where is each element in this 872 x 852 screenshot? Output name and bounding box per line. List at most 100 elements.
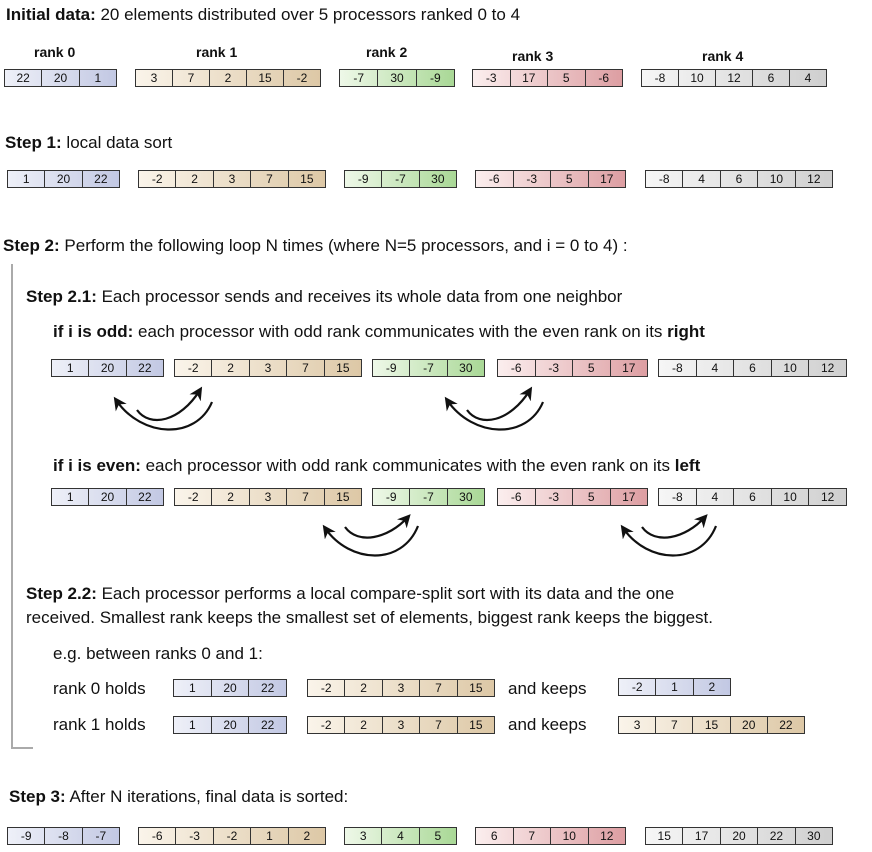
array-cell: -3 (514, 171, 551, 187)
array-cell: 7 (173, 70, 210, 86)
array-cell: 5 (551, 171, 589, 187)
step3-heading: Step 3: After N iterations, final data i… (9, 787, 348, 807)
array-cell: 5 (573, 489, 611, 505)
example-rank1-own-array: -2 2 3 7 15 (307, 716, 495, 734)
array-cell: -2 (619, 679, 657, 695)
array-cell: 12 (807, 172, 821, 186)
array-cell: 22 (5, 70, 43, 86)
array-cell: 7 (420, 717, 458, 733)
array-cell: 15 (336, 490, 350, 504)
odd-array-rank-0: 1 20 22 (51, 359, 164, 377)
array-cell: 5 (548, 70, 586, 86)
array-cell: 1 (52, 489, 90, 505)
array-cell: -3 (536, 360, 573, 376)
odd-emph: right (667, 322, 705, 341)
array-cell: 7 (420, 680, 458, 696)
array-cell: 3 (345, 828, 383, 844)
step1-array-rank-3: -6 -3 5 17 (475, 170, 626, 188)
array-cell: 4 (683, 171, 721, 187)
step1-array-rank-4: -8 4 6 10 12 (645, 170, 833, 188)
rank-2-label: rank 2 (366, 44, 408, 60)
array-cell: 30 (378, 70, 417, 86)
array-cell: 4 (382, 828, 420, 844)
array-cell: 2 (212, 360, 250, 376)
example-rank0-own-array: 1 20 22 (173, 679, 287, 697)
example-rank1-kept-array: 3 7 15 20 22 (618, 716, 805, 734)
array-cell: -7 (340, 70, 379, 86)
array-cell: 4 (697, 489, 735, 505)
even-arrow-3-4-left (620, 524, 718, 557)
array-cell: 1 (94, 71, 102, 85)
initial-array-rank-0: 22 20 1 (4, 69, 117, 87)
array-cell: 22 (94, 172, 108, 186)
array-cell: -9 (373, 489, 411, 505)
initial-array-rank-2: -7 30 -9 (339, 69, 455, 87)
array-cell: 7 (287, 489, 325, 505)
odd-array-rank-2: -9 -7 30 (372, 359, 485, 377)
array-cell: 2 (303, 829, 311, 843)
array-cell: -9 (345, 171, 383, 187)
array-cell: 6 (721, 171, 759, 187)
array-cell: 22 (261, 681, 275, 695)
array-cell: 7 (251, 171, 289, 187)
array-cell: -6 (598, 71, 610, 85)
even-array-rank-0: 1 20 22 (51, 488, 164, 506)
step1-array-rank-0: 1 20 22 (7, 170, 120, 188)
step2-bracket-horizontal (11, 747, 33, 749)
array-cell: 20 (42, 70, 80, 86)
example-rank0-received-array: -2 2 3 7 15 (307, 679, 495, 697)
initial-array-rank-1: 3 7 2 15 -2 (135, 69, 321, 87)
step1-text: local data sort (61, 133, 173, 152)
array-cell: 3 (214, 171, 252, 187)
array-cell: -6 (498, 489, 536, 505)
array-cell: 10 (772, 489, 810, 505)
array-cell: 3 (250, 489, 288, 505)
step2-bracket-vertical (11, 264, 13, 748)
array-cell: 3 (383, 717, 421, 733)
array-cell: 20 (89, 360, 127, 376)
array-cell: 6 (734, 360, 772, 376)
array-cell: 15 (646, 828, 684, 844)
odd-label: if i is odd: (53, 322, 134, 341)
example-rank1-keeps: and keeps (508, 715, 587, 734)
array-cell: 2 (212, 489, 250, 505)
array-cell: 4 (804, 71, 812, 85)
array-cell: 3 (250, 360, 288, 376)
array-cell: -8 (646, 171, 684, 187)
array-cell: 17 (622, 361, 636, 375)
array-cell: 12 (600, 829, 614, 843)
step1-array-rank-2: -9 -7 30 (344, 170, 457, 188)
array-cell: 15 (469, 718, 483, 732)
step2-2-heading: Step 2.2: Each processor performs a loca… (26, 584, 674, 604)
step2-2-text-line2: received. Smallest rank keeps the smalle… (26, 608, 713, 627)
array-cell: -6 (476, 171, 514, 187)
even-arrow-1-2-left (322, 524, 420, 557)
array-cell: 4 (697, 360, 735, 376)
step1-label: Step 1: (5, 133, 62, 152)
array-cell: -3 (176, 828, 214, 844)
array-cell: 10 (772, 360, 810, 376)
step2-1-text: Each processor sends and receives its wh… (96, 287, 623, 306)
array-cell: 7 (656, 717, 694, 733)
array-cell: 1 (174, 680, 212, 696)
array-cell: 17 (511, 70, 548, 86)
example-rank1-received-array: 1 20 22 (173, 716, 287, 734)
array-cell: -7 (410, 489, 448, 505)
step1-heading: Step 1: local data sort (5, 133, 172, 153)
array-cell: -2 (308, 680, 346, 696)
step2-heading: Step 2: Perform the following loop N tim… (3, 236, 628, 256)
rank-4-label: rank 4 (702, 48, 744, 64)
array-cell: -2 (139, 171, 177, 187)
example-rank1-holds: rank 1 holds (53, 715, 146, 734)
step2-2-label: Step 2.2: (26, 584, 97, 603)
array-cell: 20 (212, 717, 250, 733)
final-array-rank-0: -9 -8 -7 (7, 827, 120, 845)
array-cell: 30 (459, 490, 473, 504)
array-cell: 10 (679, 70, 716, 86)
array-cell: -6 (139, 828, 177, 844)
final-array-rank-3: 6 7 10 12 (475, 827, 626, 845)
array-cell: 15 (693, 717, 731, 733)
array-cell: 1 (656, 679, 694, 695)
rank-0-label: rank 0 (34, 44, 76, 60)
step2-2-text-line1: Each processor performs a local compare-… (96, 584, 675, 603)
